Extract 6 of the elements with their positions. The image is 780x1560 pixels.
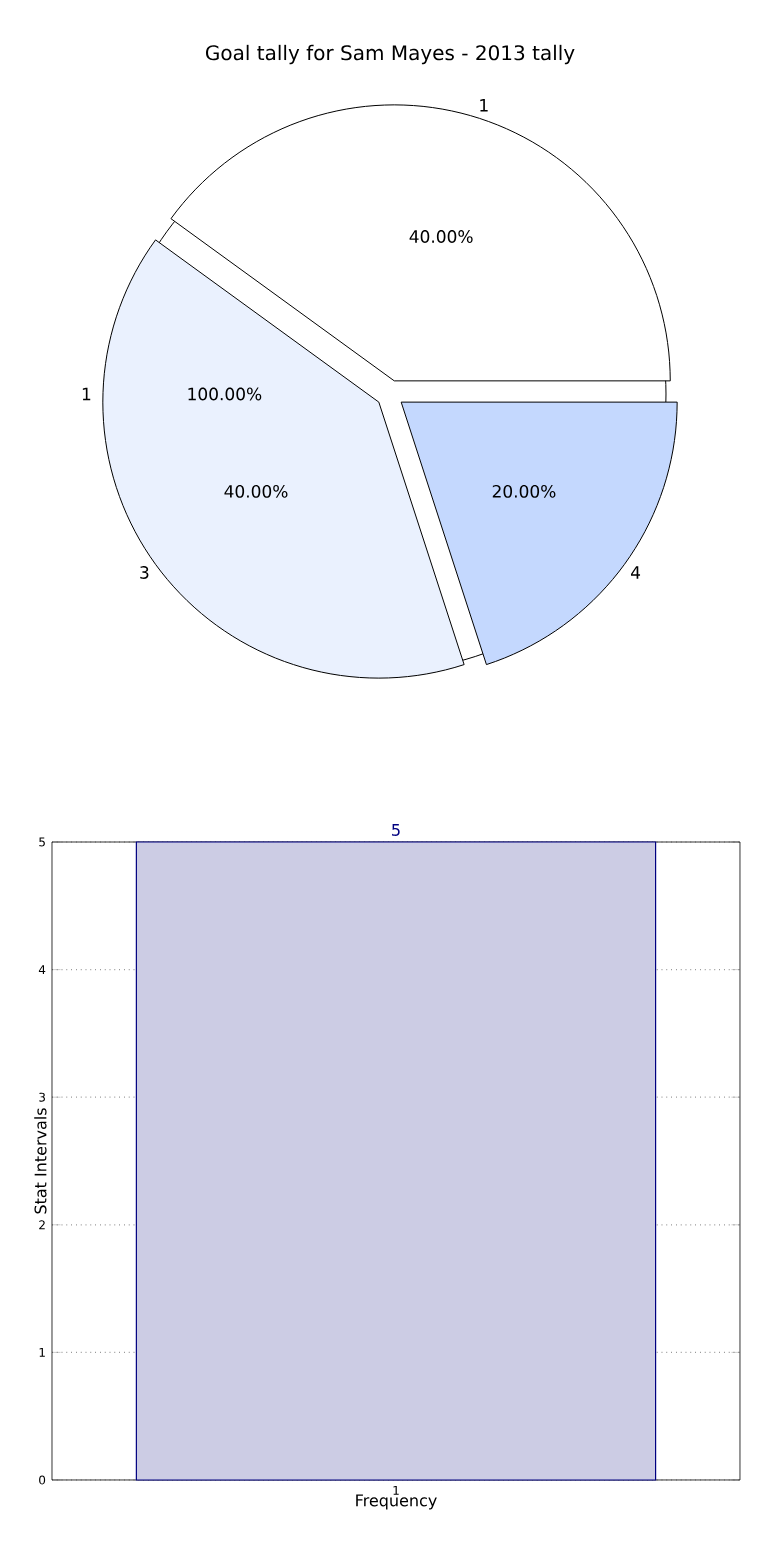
chart-title: Goal tally for Sam Mayes - 2013 tally [205, 44, 575, 65]
slice-label: 1 [82, 387, 91, 401]
slice-label: 1 [480, 99, 488, 112]
y-axis-title: Stat Intervals [34, 1108, 47, 1214]
data-label: 5 [392, 824, 400, 836]
x-axis-title: Frequency [356, 1494, 437, 1510]
